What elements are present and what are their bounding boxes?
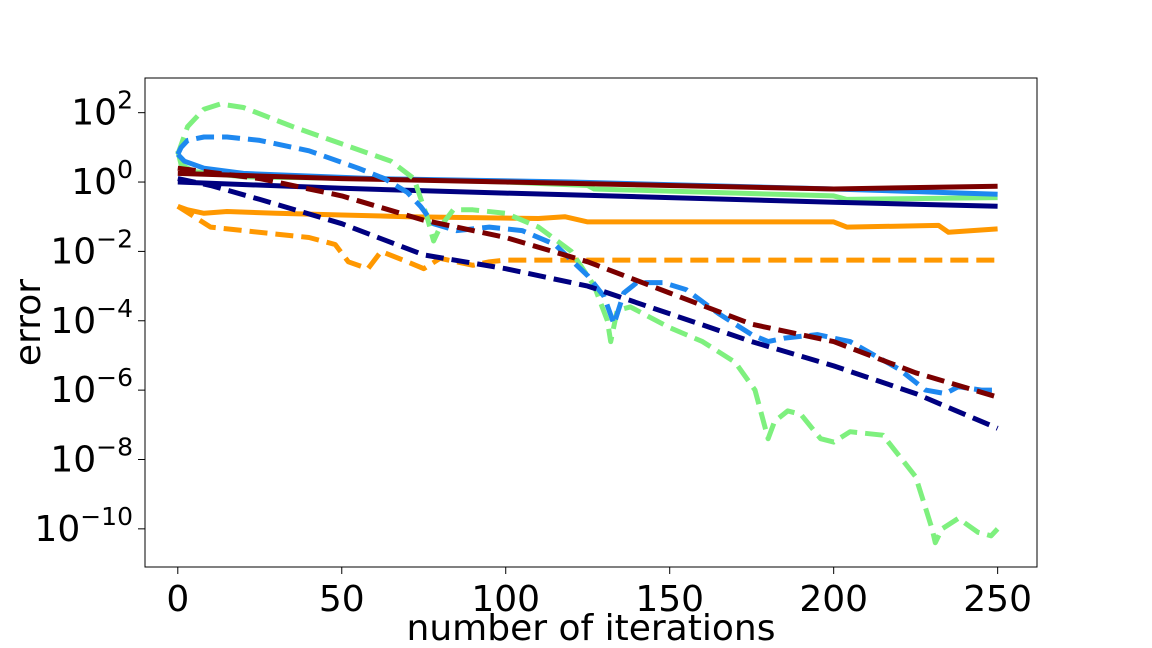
series-line-blue-dashed xyxy=(175,134,998,397)
x-axis-label: number of iterations xyxy=(407,608,776,648)
y-tick-label: 10−4 xyxy=(50,294,133,342)
x-tick-label: 250 xyxy=(963,579,1032,620)
series-layer xyxy=(175,101,1000,546)
series-line-orange-dashed xyxy=(176,204,998,272)
y-axis: 102 100 10−2 10−4 10−6 10−8 10−10 xyxy=(34,86,145,550)
series-line-orange-solid xyxy=(176,203,998,235)
plot-frame xyxy=(144,77,1038,568)
y-tick-label: 10−8 xyxy=(50,432,133,480)
y-tick-label: 10−10 xyxy=(34,502,133,550)
series-line-darkred-dashed xyxy=(177,165,999,400)
x-tick-label: 50 xyxy=(319,579,365,620)
y-tick-label: 100 xyxy=(71,155,133,203)
x-tick-label: 200 xyxy=(799,579,868,620)
x-tick-label: 100 xyxy=(471,579,540,620)
y-axis-label: error xyxy=(8,279,49,366)
x-tick-label: 150 xyxy=(635,579,704,620)
x-tick-label: 0 xyxy=(166,579,189,620)
series-line-lightgreen-dashed xyxy=(175,101,1000,546)
y-tick-label: 10−6 xyxy=(50,363,133,411)
series-line-navy-solid xyxy=(177,179,998,209)
y-tick-label: 102 xyxy=(71,86,133,134)
series-line-darkred-solid xyxy=(177,170,998,192)
x-axis: 0 50 100 150 200 250 xyxy=(166,567,1032,620)
y-tick-label: 10−2 xyxy=(50,224,133,272)
